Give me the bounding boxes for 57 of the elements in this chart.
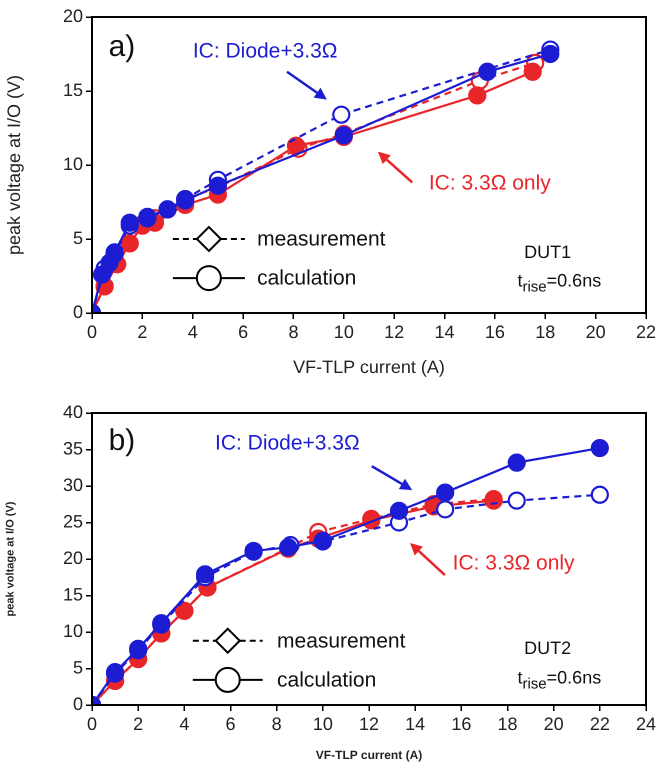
x-tick-label: 4 — [179, 714, 190, 734]
annotation: DUT2 — [524, 638, 572, 658]
x-tick-label: 16 — [451, 714, 472, 734]
y-axis-title: peak voltage at I/O (V) — [4, 74, 24, 256]
x-axis-title: VF-TLP current (A) — [293, 357, 445, 378]
x-tick-label: 20 — [544, 714, 564, 734]
x-tick-label: 0 — [86, 322, 98, 342]
x-tick-label: 14 — [405, 714, 426, 734]
annotation: IC: 3.3Ω only — [452, 552, 575, 575]
annotation: IC: Diode+3.3Ω — [214, 432, 360, 455]
x-tick-label: 8 — [272, 714, 282, 734]
x-tick-label: 2 — [133, 714, 144, 734]
x-tick-label: 6 — [238, 322, 248, 342]
x-tick-label: 18 — [535, 322, 556, 342]
x-tick-label: 8 — [288, 322, 298, 342]
y-tick-label: 15 — [62, 80, 83, 100]
x-tick-label: 4 — [188, 322, 198, 342]
annotation: IC: 3.3Ω only — [428, 172, 551, 195]
x-tick-label: 2 — [137, 322, 148, 342]
y-tick-label: 0 — [72, 302, 83, 322]
y-tick-label: 0 — [72, 694, 83, 714]
x-axis-title: VF-TLP current (A) — [316, 748, 422, 762]
annotation: a) — [108, 30, 136, 63]
x-tick-label: 6 — [225, 714, 236, 734]
annotation: measurement — [257, 228, 386, 250]
x-tick-label: 22 — [590, 714, 610, 734]
y-tick-label: 5 — [72, 657, 83, 678]
y-tick-label: 35 — [62, 438, 83, 458]
annotation: t$_{rise}$=0.6ns — [517, 668, 602, 692]
y-tick-label: 10 — [62, 154, 83, 174]
annotation: DUT1 — [524, 242, 572, 262]
y-tick-label: 25 — [62, 511, 83, 532]
annotation: calculation — [277, 668, 376, 692]
y-tick-label: 15 — [62, 584, 83, 604]
annotation: measurement — [277, 629, 406, 652]
x-tick-label: 24 — [636, 714, 656, 734]
x-tick-label: 10 — [312, 714, 333, 734]
x-tick-label: 10 — [334, 322, 354, 342]
x-tick-label: 14 — [434, 322, 455, 342]
x-tick-label: 12 — [384, 322, 404, 342]
x-tick-label: 22 — [636, 322, 656, 342]
y-axis-title: peak voltage at I/O (V) — [4, 501, 17, 616]
x-tick-label: 0 — [86, 714, 98, 734]
x-tick-label: 12 — [358, 714, 380, 734]
annotation: b) — [108, 424, 136, 458]
y-tick-label: 30 — [62, 474, 83, 495]
annotation: calculation — [257, 266, 356, 290]
y-tick-label: 10 — [62, 620, 83, 641]
y-tick-label: 5 — [72, 228, 83, 248]
annotation: IC: Diode+3.3Ω — [192, 40, 338, 63]
x-tick-label: 20 — [586, 322, 606, 342]
y-tick-label: 40 — [62, 402, 83, 422]
annotation: t$_{rise}$=0.6ns — [517, 271, 602, 296]
x-tick-label: 16 — [484, 322, 505, 342]
y-tick-label: 20 — [62, 548, 83, 568]
y-tick-label: 20 — [62, 6, 83, 26]
x-tick-label: 18 — [497, 714, 518, 734]
